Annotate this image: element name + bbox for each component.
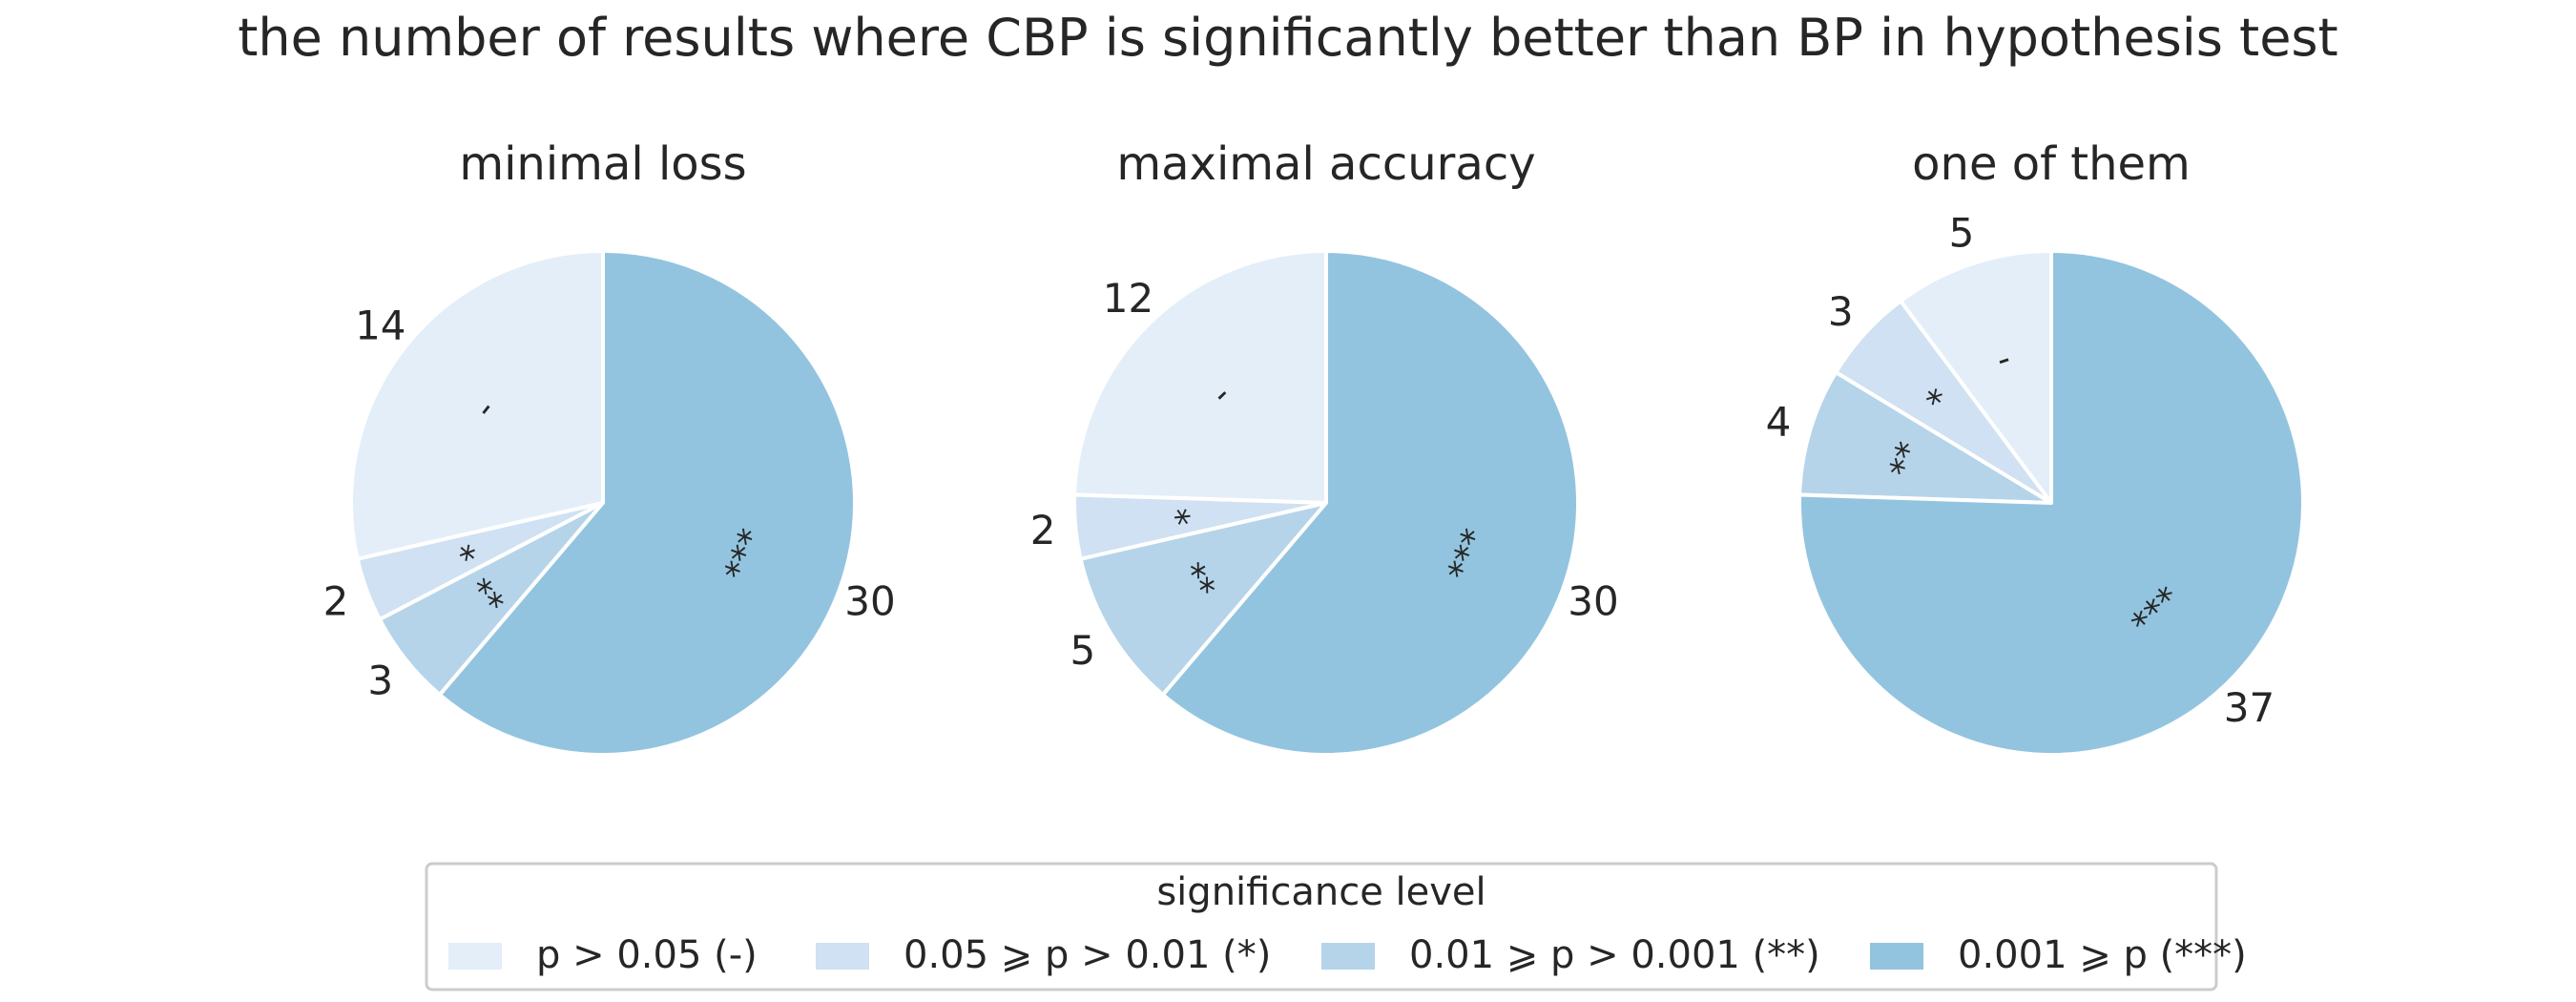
legend-entry-label: 0.05 ⩾ p > 0.01 (*) xyxy=(904,933,1271,977)
slice-count-label: 2 xyxy=(323,578,349,625)
legend-entry-label: 0.01 ⩾ p > 0.001 (**) xyxy=(1409,933,1820,977)
pie-slice xyxy=(1160,249,1581,757)
legend-entries: p > 0.05 (-) 0.05 ⩾ p > 0.01 (*) 0.01 ⩾ p … xyxy=(448,933,2247,977)
pie-title: one of them xyxy=(1912,137,2191,191)
slice-count-label: 3 xyxy=(367,658,393,704)
legend-title: significance level xyxy=(1156,870,1485,914)
slice-count-label: 3 xyxy=(1828,288,1854,335)
pie-slice xyxy=(1797,370,2053,505)
pie-title: minimal loss xyxy=(459,137,746,191)
slice-count-label: 37 xyxy=(2224,684,2275,731)
slice-significance-marker: * xyxy=(1155,507,1196,528)
figure-title: the number of results where CBP is signi… xyxy=(238,8,2337,68)
slice-count-label: 5 xyxy=(1949,209,1975,256)
slice-count-label: 4 xyxy=(1766,399,1792,446)
slice-count-label: 30 xyxy=(844,578,895,625)
legend-swatch xyxy=(1321,943,1375,970)
legend-swatch xyxy=(1870,943,1923,970)
pie-slice xyxy=(1078,501,1328,698)
legend-frame xyxy=(425,862,2218,992)
slice-count-label: 2 xyxy=(1030,507,1056,553)
pie-slice xyxy=(1899,249,2053,505)
pie-slice xyxy=(349,249,605,561)
pie-title: maximal accuracy xyxy=(1116,137,1535,191)
pie-slice xyxy=(437,249,858,757)
legend-entry-label: 0.001 ⩾ p (***) xyxy=(1958,933,2247,977)
slice-count-label: 12 xyxy=(1103,275,1153,322)
legend-entry-label: p > 0.05 (-) xyxy=(536,933,758,977)
pie-slice xyxy=(1072,249,1328,505)
slice-count-label: 30 xyxy=(1568,578,1618,625)
slice-count-label: 5 xyxy=(1070,627,1096,674)
legend-swatch xyxy=(448,943,502,970)
slice-count-label: 14 xyxy=(355,303,405,349)
legend-swatch xyxy=(816,943,869,970)
pie-slice xyxy=(1797,249,2305,757)
legend: significance level p > 0.05 (-) 0.05 ⩾ p … xyxy=(425,862,2247,992)
